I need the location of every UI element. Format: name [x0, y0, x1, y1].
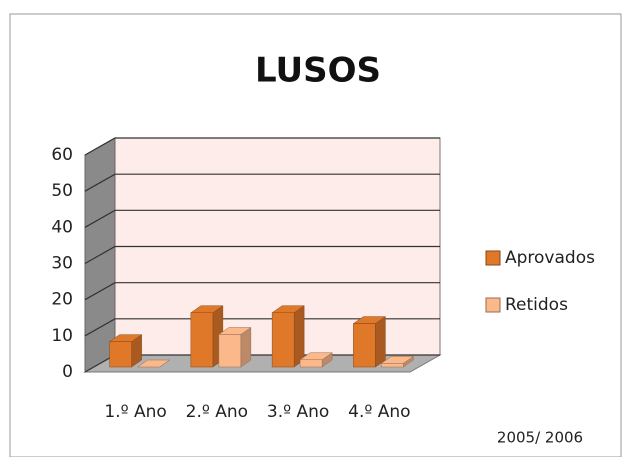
legend-label: Aprovados [505, 248, 595, 268]
x-tick-label: 3.º Ano [267, 402, 329, 422]
grid-line [84, 245, 440, 265]
grid-line [84, 173, 440, 192]
y-tick-label: 60 [51, 145, 73, 165]
bar [190, 312, 214, 368]
legend-swatch [485, 297, 501, 313]
bar [381, 363, 404, 368]
legend-label: Retidos [505, 295, 568, 315]
bar [271, 312, 295, 368]
y-tick-label: 50 [51, 181, 73, 201]
y-tick-label: 20 [51, 290, 73, 310]
grid-line [84, 209, 440, 228]
y-tick-label: 10 [51, 326, 73, 346]
x-tick-label: 1.º Ano [104, 402, 166, 422]
bar [109, 341, 132, 368]
chart-title: LUSOS [255, 51, 381, 91]
grid-line [84, 282, 440, 301]
y-tick-label: 0 [62, 362, 73, 382]
bar [299, 359, 323, 368]
x-tick-label: 4.º Ano [348, 402, 410, 422]
grid-line [84, 318, 440, 337]
y-tick-label: 30 [51, 254, 73, 274]
annotation: 2005/ 2006 [497, 429, 583, 447]
y-tick-label: 40 [51, 217, 73, 237]
bar [353, 323, 376, 368]
legend-swatch [485, 250, 501, 266]
x-tick-label: 2.º Ano [186, 402, 248, 422]
grid-line [84, 137, 440, 156]
bar-side [375, 316, 386, 368]
bar-top [136, 359, 171, 368]
bar [218, 334, 242, 368]
